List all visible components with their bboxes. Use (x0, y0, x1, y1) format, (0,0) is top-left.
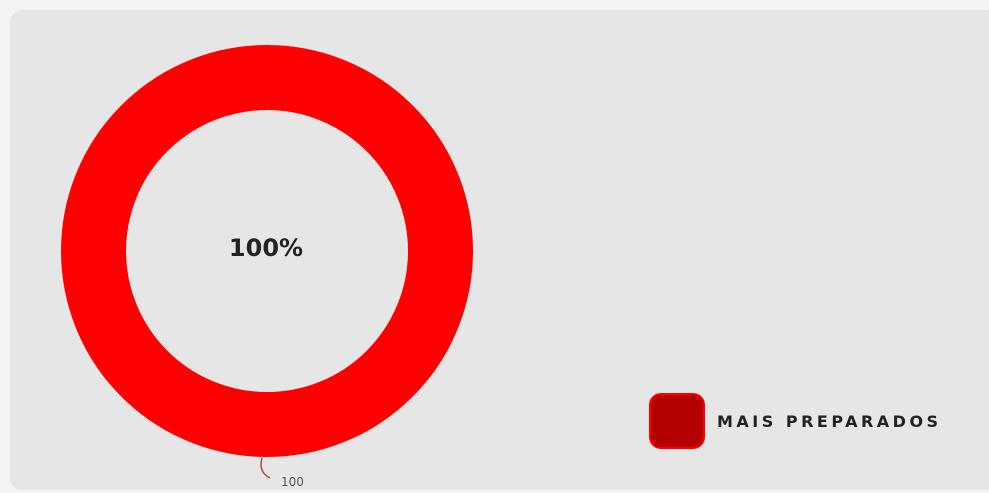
data-label: 100 (281, 475, 304, 489)
slice-group (61, 45, 473, 457)
donut-center-label: 100% (229, 234, 303, 262)
legend: MAIS PREPARADOS (649, 393, 942, 449)
legend-label[interactable]: MAIS PREPARADOS (717, 411, 942, 431)
data-label-leader-line (260, 457, 271, 479)
legend-swatch[interactable] (649, 393, 705, 449)
donut-slice-0[interactable] (61, 45, 473, 457)
